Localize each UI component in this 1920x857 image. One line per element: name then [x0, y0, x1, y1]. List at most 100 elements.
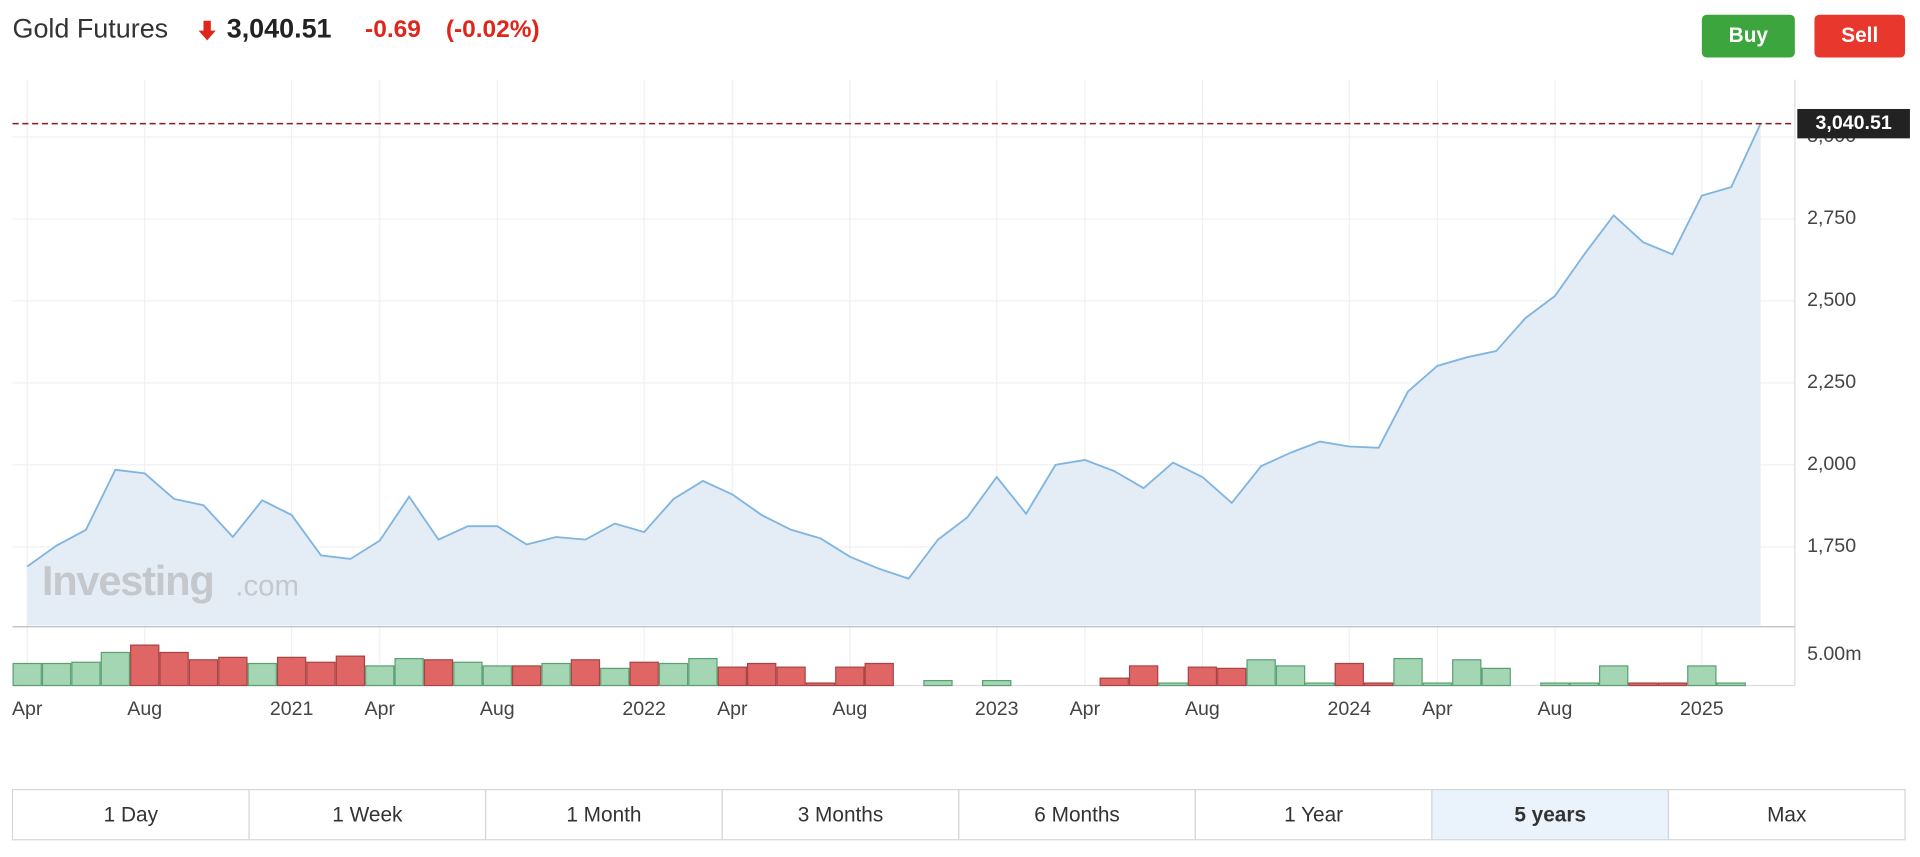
- x-tick-label: Aug: [127, 698, 162, 720]
- range-tab[interactable]: [1667, 788, 1906, 841]
- volume-bar: [511, 665, 542, 687]
- volume-bar: [159, 651, 189, 687]
- down-arrow-icon: [198, 20, 216, 41]
- x-tick-label: Aug: [1538, 698, 1573, 720]
- x-tick-label: Aug: [480, 698, 515, 720]
- x-tick-label: Aug: [1185, 698, 1220, 720]
- overlay: 3,040.51: [12, 108, 1910, 139]
- volume-bar: [688, 657, 718, 687]
- plot-area: Apr Aug 2021 Apr Aug 2022 Apr Aug 2023 Apr Aug 2024…: [12, 79, 1862, 720]
- volume-bar: [1217, 667, 1247, 687]
- y-tick-label: 1,750: [1807, 535, 1856, 557]
- range-tab[interactable]: [958, 788, 1196, 841]
- volume-bar: [1716, 682, 1746, 687]
- instrument-title: Gold Futures: [13, 14, 169, 44]
- volume-bar: [453, 661, 483, 687]
- buy-button[interactable]: [1701, 14, 1795, 58]
- range-tab-label[interactable]: 3 Months: [798, 803, 884, 826]
- volume-bar: [1099, 677, 1129, 687]
- x-tick-label: 2025: [1680, 698, 1724, 720]
- y-tick-label: 2,750: [1807, 207, 1856, 229]
- volume-bar: [1275, 665, 1306, 687]
- volume-bar: [1158, 682, 1188, 687]
- volume-bar: [276, 656, 307, 687]
- price-change: -0.69: [365, 16, 421, 43]
- volume-bar: [864, 662, 894, 687]
- volume-bar: [600, 667, 630, 687]
- volume-bar: [12, 662, 42, 687]
- volume-bar: [365, 665, 395, 687]
- volume-bar: [394, 657, 424, 687]
- x-tick-label: 2021: [270, 698, 314, 720]
- volume-bar: [570, 659, 601, 687]
- volume-bar: [1334, 662, 1364, 687]
- range-tab-label[interactable]: 5 years: [1514, 803, 1586, 826]
- volume-bar: [658, 662, 689, 687]
- volume-bar: [805, 682, 836, 687]
- range-tab-label[interactable]: 1 Week: [332, 803, 403, 826]
- range-tab-label[interactable]: Max: [1767, 803, 1807, 826]
- range-tab-label[interactable]: 1 Year: [1284, 803, 1343, 826]
- volume-bar: [835, 666, 865, 687]
- last-price-badge: [1797, 108, 1910, 139]
- sell-button[interactable]: [1814, 14, 1906, 58]
- volume-bar: [1187, 666, 1218, 687]
- range-tab[interactable]: [248, 788, 487, 841]
- volume-bar: [1481, 667, 1511, 687]
- volume-bar: [1393, 657, 1423, 687]
- range-tab-label[interactable]: 1 Month: [566, 803, 641, 826]
- x-tick-label: Apr: [717, 698, 748, 720]
- volume-bar: [335, 655, 366, 687]
- range-tab[interactable]: [1194, 788, 1433, 841]
- volume-bar: [629, 661, 659, 687]
- volume-bar: [747, 662, 777, 687]
- volume-bar: [1657, 682, 1688, 687]
- x-tick-label: 2022: [622, 698, 666, 720]
- volume-bar: [1305, 682, 1335, 687]
- sell-button-label[interactable]: Sell: [1841, 24, 1878, 47]
- volume-bar: [218, 656, 248, 687]
- volume-tick-label: 5.00m: [1807, 643, 1861, 665]
- x-tick-label: Apr: [12, 698, 43, 720]
- x-tick-label: 2024: [1327, 698, 1371, 720]
- volume-bar: [1540, 682, 1570, 687]
- watermark-brand: Investing: [42, 557, 214, 604]
- volume-bar: [71, 661, 101, 687]
- buy-button-label[interactable]: Buy: [1729, 24, 1769, 47]
- volume-bar: [717, 666, 747, 687]
- range-tab[interactable]: [11, 788, 250, 841]
- volume-bar: [541, 662, 571, 687]
- x-tick-label: 2023: [975, 698, 1019, 720]
- volume-bar: [1628, 682, 1658, 687]
- last-price: 3,040.51: [227, 14, 332, 44]
- x-tick-label: Apr: [1070, 698, 1101, 720]
- volume-bar: [1599, 665, 1629, 687]
- volume-bar: [306, 661, 336, 687]
- price-area: [27, 123, 1761, 626]
- volume-bar: [41, 662, 72, 687]
- volume-bar: [1128, 665, 1159, 687]
- range-tab-label[interactable]: 6 Months: [1034, 803, 1120, 826]
- volume-bar: [923, 680, 953, 687]
- price-change-percent: (-0.02%): [446, 16, 540, 43]
- volume-bar: [982, 680, 1012, 687]
- volume-bar: [1363, 682, 1394, 687]
- volume-bar: [423, 659, 454, 687]
- price-line: [26, 123, 1762, 580]
- volume-bar: [1452, 659, 1482, 687]
- range-tab-label[interactable]: 1 Day: [104, 803, 159, 826]
- last-price-badge-label: 3,040.51: [1816, 112, 1892, 134]
- y-tick-label: 2,500: [1807, 289, 1856, 311]
- volume-bar: [1246, 659, 1276, 687]
- range-tab[interactable]: [721, 788, 960, 841]
- range-tab[interactable]: [1431, 788, 1670, 841]
- volume-bar: [100, 651, 131, 687]
- watermark-suffix: .com: [235, 569, 299, 602]
- volume-bar: [776, 666, 806, 687]
- volume-bar: [188, 659, 219, 687]
- x-tick-label: Apr: [365, 698, 396, 720]
- x-tick-label: Aug: [832, 698, 867, 720]
- volume-bar: [1422, 682, 1453, 687]
